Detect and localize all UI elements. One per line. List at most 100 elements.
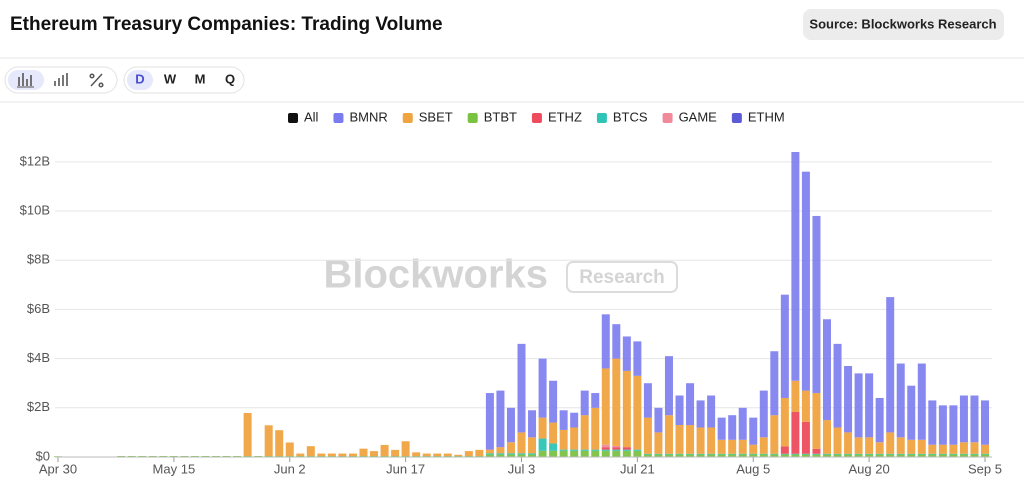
bar-segment <box>538 417 547 439</box>
bar-segment <box>717 439 726 454</box>
chart-type-active[interactable] <box>8 70 44 90</box>
bar-segment <box>601 449 610 451</box>
bar-segment <box>443 453 452 457</box>
legend-swatch[interactable] <box>333 113 344 123</box>
bar-icon[interactable] <box>17 73 34 88</box>
bar-segment <box>591 450 600 457</box>
period-button[interactable]: W <box>164 71 177 86</box>
bar-segment <box>728 453 737 455</box>
bar-segment <box>801 171 810 391</box>
bar-segment <box>759 437 768 454</box>
period-active[interactable] <box>127 70 153 90</box>
bar-segment <box>580 450 589 457</box>
bar-segment <box>296 453 305 457</box>
period-group <box>123 66 245 94</box>
bar-segment <box>717 417 726 440</box>
bar-segment <box>538 450 547 457</box>
bar-segment <box>875 453 884 455</box>
bar-segment <box>844 453 853 455</box>
bar-segment <box>833 453 842 455</box>
bar-segment <box>738 439 747 454</box>
legend-swatch[interactable] <box>596 113 607 123</box>
bar-segment <box>517 453 526 455</box>
bar-segment <box>622 336 631 371</box>
legend-swatch[interactable] <box>531 113 542 123</box>
bar-segment <box>570 450 579 457</box>
bar-segment <box>517 432 526 454</box>
bar-segment <box>475 449 484 457</box>
bar-segment <box>570 427 579 450</box>
bar-segment <box>759 454 768 457</box>
bar-segment <box>654 407 663 433</box>
bar-segment <box>580 390 589 416</box>
legend-label[interactable]: BTCS <box>613 109 648 124</box>
legend-label[interactable]: SBET <box>419 109 453 124</box>
x-tick-label: Apr 30 <box>39 461 77 476</box>
bar-segment <box>791 411 800 454</box>
x-tick-label: Jul 3 <box>508 461 535 476</box>
legend-swatch[interactable] <box>288 113 298 123</box>
bar-segment <box>854 437 863 454</box>
watermark: Blockworks <box>323 253 548 297</box>
bar-segment <box>717 453 726 455</box>
bar-segment <box>938 454 947 457</box>
legend-swatch[interactable] <box>662 113 673 123</box>
bar-segment <box>506 442 515 454</box>
bar-segment <box>801 421 810 454</box>
bar-segment <box>938 444 947 454</box>
legend-label[interactable]: All <box>304 109 319 124</box>
period-button[interactable]: D <box>135 71 144 86</box>
source-badge[interactable] <box>803 9 1004 40</box>
bar-segment <box>886 453 895 455</box>
bar-segment <box>559 410 568 430</box>
bar-segment <box>633 375 642 450</box>
bar-segment <box>833 454 842 457</box>
percent-icon[interactable] <box>89 73 104 88</box>
bar-segment <box>959 453 968 455</box>
y-tick-label: $6B <box>27 301 50 316</box>
bar-segment <box>865 437 874 454</box>
bar-segment <box>622 450 631 457</box>
bar-segment <box>854 453 863 455</box>
bar-segment <box>928 444 937 454</box>
chart-title: Ethereum Treasury Companies: Trading Vol… <box>10 14 443 35</box>
bar-segment <box>506 407 515 443</box>
stacked-icon[interactable] <box>54 73 68 86</box>
legend-label[interactable]: ETHZ <box>548 109 582 124</box>
bar-segment <box>822 454 831 457</box>
bar-segment <box>970 442 979 454</box>
bar-segment <box>612 358 621 446</box>
bar-segment <box>959 395 968 443</box>
bar-segment <box>770 453 779 455</box>
bar-segment <box>717 454 726 457</box>
bar-segment <box>643 383 652 418</box>
bar-segment <box>485 393 494 450</box>
bar-segment <box>822 420 831 454</box>
bar-segment <box>917 454 926 457</box>
legend-label[interactable]: ETHM <box>748 109 785 124</box>
bar-segment <box>633 450 642 457</box>
legend-swatch[interactable] <box>402 113 413 123</box>
bar-segment <box>686 454 695 457</box>
bar-segment <box>928 400 937 445</box>
period-button[interactable]: Q <box>225 71 235 86</box>
bar-segment <box>707 395 716 428</box>
y-tick-label: $10B <box>20 202 50 217</box>
bar-segment <box>675 453 684 455</box>
bar-segment <box>696 427 705 454</box>
bar-segment <box>886 297 895 433</box>
bar-segment <box>622 447 631 450</box>
bar-segment <box>601 447 610 450</box>
period-button[interactable]: M <box>195 71 206 86</box>
legend-label[interactable]: BMNR <box>349 109 387 124</box>
bar-segment <box>981 453 989 455</box>
bar-segment <box>981 444 989 454</box>
bar-segment <box>612 449 621 451</box>
legend-swatch[interactable] <box>467 113 478 123</box>
bar-segment <box>612 324 621 359</box>
legend-swatch[interactable] <box>731 113 742 123</box>
legend-label[interactable]: GAME <box>679 109 718 124</box>
bar-segment <box>528 410 537 438</box>
bar-segment <box>570 449 579 451</box>
legend-label[interactable]: BTBT <box>484 109 517 124</box>
